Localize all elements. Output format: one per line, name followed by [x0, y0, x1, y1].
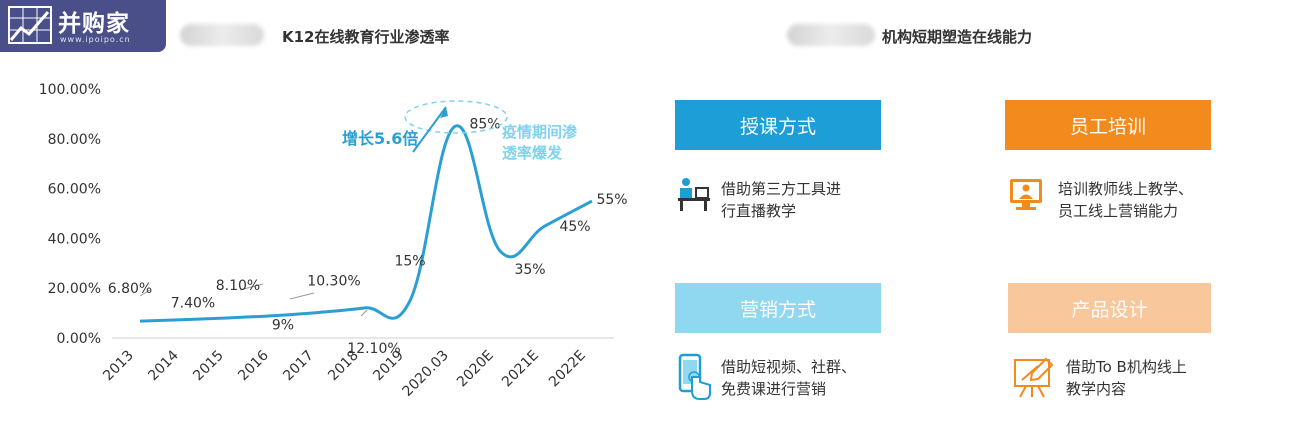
data-label: 6.80% — [108, 281, 152, 297]
monitor-person-icon — [1010, 179, 1042, 210]
annotation-growth: 增长5.6倍 — [342, 129, 418, 148]
leader-line — [239, 283, 264, 291]
card-teaching-desc: 借助第三方工具进 行直播教学 — [721, 178, 841, 222]
card-teaching-method: 授课方式 — [675, 100, 881, 150]
card-marketing-desc-line1: 借助短视频、社群、 — [721, 358, 857, 376]
leader-line — [360, 309, 368, 317]
card-teaching-title: 授课方式 — [739, 115, 816, 138]
leader-line — [289, 292, 315, 300]
card-marketing-desc: 借助短视频、社群、 免费课进行营销 — [721, 356, 856, 400]
card-design-desc: 借助To B机构线上 教学内容 — [1066, 356, 1187, 400]
y-tick-label: 80.00% — [48, 132, 101, 148]
penetration-line-chart: 0.00% 20.00% 40.00% 60.00% 80.00% 100.00% 201… — [39, 82, 628, 400]
y-tick-label: 20.00% — [48, 281, 101, 297]
x-tick-label: 2020.03 — [400, 348, 452, 400]
card-design-desc-line2: 教学内容 — [1066, 380, 1127, 398]
card-design-desc-line1: 借助To B机构线上 — [1066, 358, 1187, 376]
data-label: 9% — [272, 318, 294, 334]
x-tick-label: 2013 — [100, 348, 137, 385]
logo-url: www.ipoipo.cn — [60, 35, 131, 44]
data-label: 45% — [559, 219, 590, 235]
card-design-title: 产品设计 — [1071, 298, 1148, 321]
phone-touch-icon — [678, 353, 711, 400]
chart-logo-icon — [8, 6, 52, 44]
right-heading: 机构短期塑造在线能力 — [882, 28, 1033, 46]
series-line — [139, 124, 593, 323]
label-leader-lines — [139, 283, 368, 317]
x-tick-label: 2022E — [546, 348, 589, 391]
annotation-burst-line1: 疫情期间渗 — [502, 123, 578, 141]
data-label: 12.10% — [347, 341, 400, 357]
y-tick-label: 40.00% — [48, 231, 101, 247]
growth-arrow — [412, 106, 447, 153]
x-tick-label: 2017 — [280, 348, 317, 385]
card-training-desc-line2: 员工线上营销能力 — [1058, 202, 1179, 220]
card-product-design: 产品设计 — [1008, 283, 1211, 333]
y-tick-label: 100.00% — [39, 82, 101, 98]
card-training-desc: 培训教师线上教学、 员工线上营销能力 — [1058, 178, 1193, 222]
data-label: 10.30% — [307, 273, 360, 289]
peak-highlight-ellipse — [404, 100, 508, 134]
growth-arrow-head — [440, 107, 448, 118]
x-tick-label: 2020E — [454, 348, 497, 391]
blurred-tag-left — [180, 24, 264, 46]
data-label: 8.10% — [216, 278, 260, 294]
design-board-icon — [1014, 357, 1054, 398]
data-label: 15% — [394, 254, 425, 270]
data-label: 55% — [596, 192, 627, 208]
data-label: 35% — [514, 262, 545, 278]
x-tick-label: 2014 — [145, 347, 182, 384]
card-training-desc-line1: 培训教师线上教学、 — [1058, 180, 1194, 198]
annotation-burst-line2: 透率爆发 — [502, 144, 563, 162]
data-label: 7.40% — [171, 296, 215, 312]
x-tick-label: 2016 — [235, 347, 272, 384]
card-staff-training: 员工培训 — [1005, 100, 1211, 150]
y-tick-label: 60.00% — [48, 182, 101, 198]
card-marketing-title: 营销方式 — [739, 298, 816, 321]
teacher-desk-icon — [678, 178, 710, 211]
leader-line — [139, 289, 151, 297]
card-marketing-method: 营销方式 — [675, 283, 881, 333]
card-teaching-desc-line1: 借助第三方工具进 — [721, 180, 842, 198]
card-marketing-desc-line2: 免费课进行营销 — [721, 380, 827, 398]
card-training-title: 员工培训 — [1069, 115, 1146, 138]
y-tick-label: 0.00% — [57, 331, 101, 347]
x-tick-label: 2015 — [190, 348, 227, 385]
logo-title: 并购家 — [58, 11, 130, 37]
blurred-tag-right — [787, 24, 875, 46]
logo: 并购家 www.ipoipo.cn — [0, 0, 166, 52]
y-axis: 0.00% 20.00% 40.00% 60.00% 80.00% 100.00% — [39, 82, 101, 347]
left-heading: K12在线教育行业渗透率 — [282, 28, 450, 46]
card-teaching-desc-line2: 行直播教学 — [721, 202, 797, 220]
x-tick-label: 2021E — [499, 348, 542, 391]
